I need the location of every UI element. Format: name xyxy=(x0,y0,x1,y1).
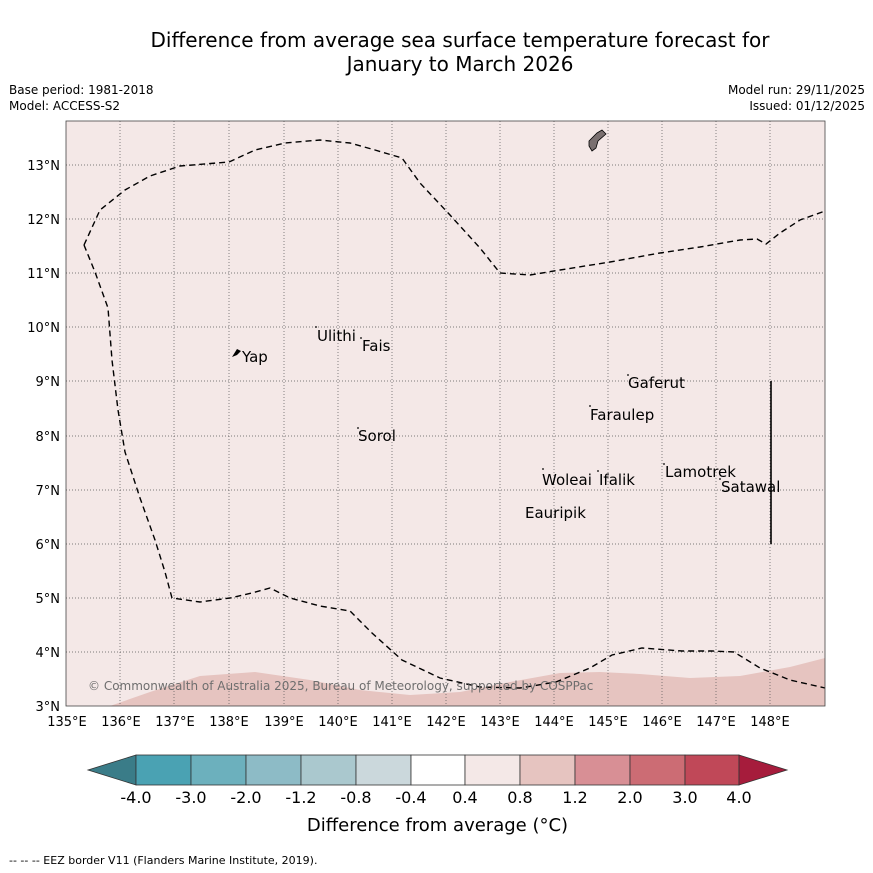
yap-island xyxy=(232,349,241,357)
meta-right: Model run: 29/11/2025 Issued: 01/12/2025 xyxy=(728,82,865,114)
lat-tick-label: 3°N xyxy=(36,700,61,715)
colorbar-label: -2.0 xyxy=(230,788,261,807)
lat-tick-label: 9°N xyxy=(36,375,61,390)
map-background xyxy=(66,121,825,706)
lat-tick-label: 10°N xyxy=(27,321,60,336)
colorbar-segment xyxy=(629,754,686,786)
place-label: Eauripik xyxy=(525,504,586,522)
base-period: Base period: 1981-2018 xyxy=(9,83,154,97)
colorbar-label: 0.8 xyxy=(507,788,532,807)
lon-tick-label: 145°E xyxy=(588,715,628,730)
place-label: Ifalik xyxy=(599,471,635,489)
lon-tick-label: 139°E xyxy=(264,715,304,730)
island-dot-lamotrek xyxy=(663,463,665,465)
colorbar-label: 4.0 xyxy=(726,788,751,807)
island-dot-woleai xyxy=(542,468,544,470)
model-run: Model run: 29/11/2025 xyxy=(727,83,865,97)
lat-tick-label: 6°N xyxy=(36,538,61,553)
title-line-1: Difference from average sea surface temp… xyxy=(150,28,770,52)
colorbar-segment xyxy=(245,754,302,786)
colorbar-segment xyxy=(574,754,631,786)
colorbar-label: 1.2 xyxy=(562,788,587,807)
lon-tick-label: 144°E xyxy=(534,715,574,730)
map-frame xyxy=(65,120,826,707)
colorbar-extend-low xyxy=(86,754,137,786)
colorbar-segment xyxy=(410,754,466,786)
island-dot-ifalik xyxy=(597,470,599,472)
place-label: Lamotrek xyxy=(665,463,736,481)
eez-footnote: -- -- -- EEZ border V11 (Flanders Marine… xyxy=(9,854,318,867)
lat-tick-label: 12°N xyxy=(27,213,60,228)
lon-tick-label: 143°E xyxy=(480,715,520,730)
lon-tick-label: 135°E xyxy=(47,715,87,730)
lat-tick-label: 4°N xyxy=(36,646,61,661)
colorbar-segment xyxy=(355,754,412,786)
guam-island xyxy=(588,129,607,152)
colorbar-segment xyxy=(190,754,247,786)
colorbar-segment xyxy=(684,754,740,786)
colorbar-segment xyxy=(135,754,192,786)
island-dot-ulithi xyxy=(315,326,317,328)
lat-tick-label: 7°N xyxy=(36,484,61,499)
eez-border-main xyxy=(83,139,826,276)
colorbar-label: -4.0 xyxy=(120,788,151,807)
colorbar-label: 2.0 xyxy=(617,788,642,807)
place-label: Woleai xyxy=(542,471,592,489)
lat-tick-label: 11°N xyxy=(27,267,60,282)
colorbar-label: -0.4 xyxy=(395,788,426,807)
colorbar xyxy=(86,754,789,786)
warm-anomaly-band xyxy=(110,658,825,706)
island-dot-faraulep xyxy=(589,405,591,407)
place-label: Yap xyxy=(241,348,268,366)
lon-tick-label: 137°E xyxy=(155,715,195,730)
colorbar-label: -0.8 xyxy=(340,788,371,807)
place-label: Ulithi xyxy=(317,327,356,345)
lon-tick-label: 140°E xyxy=(318,715,358,730)
lon-tick-label: 136°E xyxy=(101,715,141,730)
lon-tick-label: 138°E xyxy=(209,715,249,730)
place-label: Sorol xyxy=(358,427,396,445)
colorbar-label: 0.4 xyxy=(452,788,477,807)
colorbar-title: Difference from average (°C) xyxy=(306,815,569,836)
eez-border-west xyxy=(83,244,826,689)
chart-title: Difference from average sea surface temp… xyxy=(60,28,860,76)
lon-tick-label: 146°E xyxy=(642,715,682,730)
model-name: Model: ACCESS-S2 xyxy=(9,99,121,113)
place-label: Faraulep xyxy=(590,406,654,424)
place-label: Satawal xyxy=(721,478,780,496)
place-label: Gaferut xyxy=(628,374,685,392)
colorbar-segment xyxy=(464,754,521,786)
title-line-2: January to March 2026 xyxy=(346,52,574,76)
island-dot-satawal xyxy=(719,478,721,480)
island-dot-fais xyxy=(360,337,362,339)
lon-tick-label: 147°E xyxy=(696,715,736,730)
colorbar-extend-high xyxy=(738,754,789,786)
copyright-text: © Commonwealth of Australia 2025, Bureau… xyxy=(88,679,593,693)
place-label: Fais xyxy=(362,337,391,355)
lon-tick-label: 141°E xyxy=(372,715,412,730)
lon-tick-label: 142°E xyxy=(426,715,466,730)
issued-date: Issued: 01/12/2025 xyxy=(749,99,865,113)
lat-tick-label: 8°N xyxy=(36,430,61,445)
lat-tick-label: 13°N xyxy=(27,159,60,174)
island-dot-gaferut xyxy=(627,374,629,376)
colorbar-label: -3.0 xyxy=(175,788,206,807)
colorbar-segment xyxy=(300,754,357,786)
island-dot-sorol xyxy=(357,427,359,429)
meta-left: Base period: 1981-2018 Model: ACCESS-S2 xyxy=(9,82,154,114)
lat-tick-label: 5°N xyxy=(36,592,61,607)
colorbar-label: -1.2 xyxy=(285,788,316,807)
colorbar-segment xyxy=(519,754,576,786)
lon-tick-label: 148°E xyxy=(750,715,790,730)
colorbar-label: 3.0 xyxy=(672,788,697,807)
